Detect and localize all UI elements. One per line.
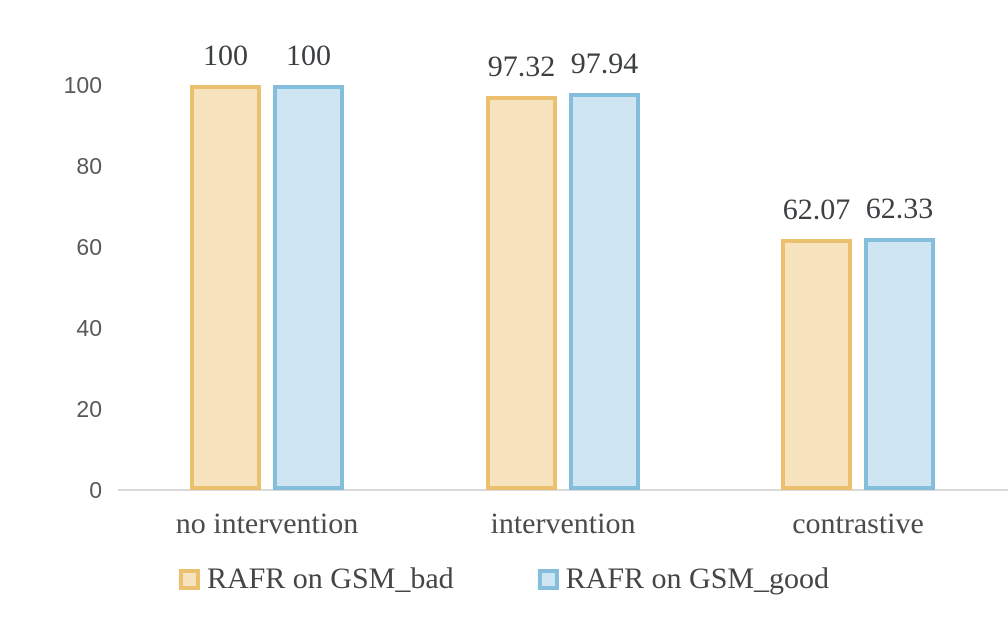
legend: RAFR on GSM_bad RAFR on GSM_good <box>178 562 830 596</box>
bar-rafr-on-gsm-good-intervention <box>569 93 640 490</box>
y-axis-tick-label: 60 <box>76 234 102 260</box>
legend-swatch-icon <box>537 568 559 590</box>
bar-data-label: 62.07 <box>782 192 851 226</box>
x-category-label-intervention: intervention <box>490 507 636 540</box>
legend-item-rafr-on-gsm-bad: RAFR on GSM_bad <box>178 562 454 596</box>
y-axis-tick-label: 80 <box>76 153 102 179</box>
bar-data-label: 100 <box>203 39 248 72</box>
y-axis-tick-label: 40 <box>76 315 102 341</box>
bar-rafr-on-gsm-bad-no-intervention <box>190 85 261 490</box>
bar-rafr-on-gsm-good-no-intervention <box>273 85 344 490</box>
bar-data-label: 97.94 <box>570 47 639 81</box>
legend-item-rafr-on-gsm-good: RAFR on GSM_good <box>537 562 830 596</box>
legend-swatch-icon <box>178 568 200 590</box>
y-axis-tick-label: 20 <box>76 396 102 422</box>
x-category-label-no-intervention: no intervention <box>175 507 359 540</box>
x-category-label-contrastive: contrastive <box>792 507 924 540</box>
y-axis-tick-label: 0 <box>89 477 102 503</box>
x-axis-line <box>118 489 1008 491</box>
y-axis-tick-label: 100 <box>63 72 102 98</box>
bar-data-label: 97.32 <box>487 49 556 83</box>
bar-rafr-on-gsm-good-contrastive <box>864 237 935 490</box>
bar-rafr-on-gsm-bad-contrastive <box>781 238 852 490</box>
bar-data-label: 100 <box>286 39 331 72</box>
bar-data-label: 62.33 <box>865 191 934 225</box>
bar-rafr-on-gsm-bad-intervention <box>486 95 557 490</box>
legend-label: RAFR on GSM_good <box>565 562 830 595</box>
legend-label: RAFR on GSM_bad <box>206 562 454 595</box>
